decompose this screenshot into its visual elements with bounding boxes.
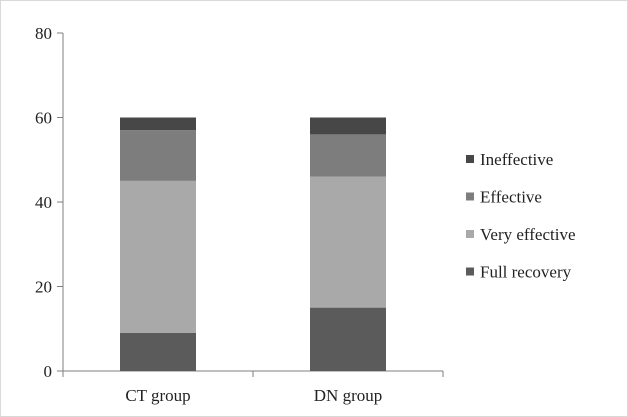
legend-swatch-effective xyxy=(466,192,474,201)
y-tick-label: 20 xyxy=(35,278,52,297)
axes: 0 20 40 60 80 CT group DN group xyxy=(35,24,444,405)
bar-segment-full-recovery xyxy=(310,307,386,371)
bar-segment-very-effective xyxy=(310,176,386,308)
bars xyxy=(120,117,386,371)
legend-swatch-ineffective xyxy=(466,155,474,163)
legend: Ineffective Effective Very effective Full r… xyxy=(466,150,576,282)
y-tick-label: 60 xyxy=(35,109,52,128)
bar-segment-effective xyxy=(120,130,196,181)
legend-label-effective: Effective xyxy=(480,188,542,207)
bar-segment-very-effective xyxy=(120,180,196,333)
bar-segment-full-recovery xyxy=(120,332,196,371)
legend-swatch-full-recovery xyxy=(466,267,474,276)
bar-segment-ineffective xyxy=(310,117,386,135)
legend-label-very-effective: Very effective xyxy=(480,225,576,244)
legend-label-full-recovery: Full recovery xyxy=(480,263,572,282)
x-category-label: DN group xyxy=(314,386,382,405)
legend-swatch-very-effective xyxy=(466,230,474,238)
x-category-label: CT group xyxy=(125,386,190,405)
y-tick-label: 80 xyxy=(35,24,52,43)
legend-label-ineffective: Ineffective xyxy=(480,150,553,169)
y-tick-label: 0 xyxy=(44,362,53,381)
bar-segment-effective xyxy=(310,134,386,177)
bar-segment-ineffective xyxy=(120,117,196,131)
y-tick-label: 40 xyxy=(35,193,52,212)
